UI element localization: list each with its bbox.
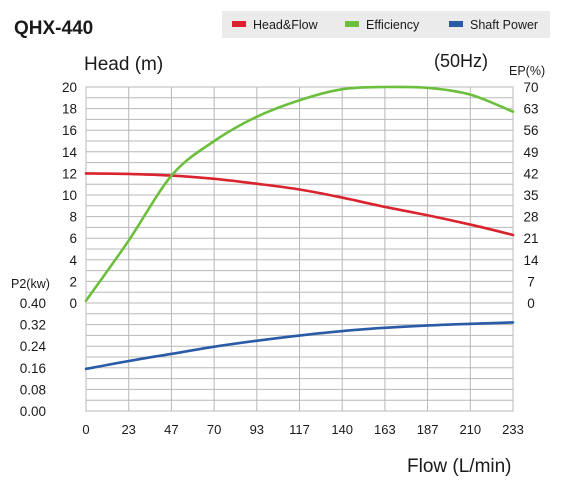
chart-title: QHX-440 (14, 18, 93, 39)
legend-swatch-power (449, 21, 463, 27)
efficiency-curve (84, 85, 515, 303)
x-tick-label: 163 (374, 422, 396, 437)
x-axis-title: Flow (L/min) (407, 456, 512, 477)
x-tick-label: 140 (331, 422, 353, 437)
efficiency-tick-label: 7 (527, 274, 535, 289)
power-axis-title: P2(kw) (11, 277, 50, 291)
efficiency-tick-label: 42 (523, 166, 538, 181)
head-tick-label: 12 (62, 166, 77, 181)
curves (84, 85, 515, 371)
legend: Head&Flow Efficiency Shaft Power (222, 11, 550, 38)
x-tick-label: 117 (289, 422, 310, 437)
x-tick-label: 233 (502, 422, 524, 437)
x-tick-labels: 0 23 47 70 93 117 140 163 187 210 233 (82, 422, 523, 437)
efficiency-tick-label: 35 (523, 188, 538, 203)
legend-background (222, 11, 550, 38)
head-flow-curve (84, 172, 515, 237)
head-tick-label: 20 (62, 80, 77, 95)
head-tick-label: 2 (69, 274, 77, 289)
efficiency-axis-title: EP(%) (509, 64, 545, 78)
head-axis-title: Head (m) (84, 54, 163, 75)
efficiency-tick-label: 70 (523, 80, 538, 95)
head-tick-label: 6 (69, 231, 77, 246)
head-tick-label: 16 (62, 123, 77, 138)
head-tick-label: 18 (62, 102, 77, 117)
frequency-label: (50Hz) (434, 51, 488, 71)
power-tick-label: 0.16 (20, 361, 46, 376)
head-tick-label: 4 (69, 253, 77, 268)
x-tick-label: 70 (207, 422, 221, 437)
head-tick-label: 10 (62, 188, 77, 203)
efficiency-tick-label: 14 (523, 253, 539, 268)
efficiency-tick-label: 49 (523, 145, 538, 160)
x-tick-label: 23 (121, 422, 135, 437)
x-tick-label: 210 (459, 422, 481, 437)
head-tick-label: 14 (62, 145, 78, 160)
head-tick-label: 0 (69, 296, 77, 311)
x-tick-label: 47 (164, 422, 178, 437)
legend-label-head: Head&Flow (253, 18, 319, 32)
head-tick-labels: 0 2 4 6 8 10 12 14 16 18 20 (62, 80, 78, 311)
legend-label-efficiency: Efficiency (366, 18, 420, 32)
legend-swatch-head (232, 21, 246, 27)
power-tick-label: 0.40 (20, 296, 46, 311)
x-tick-label: 187 (417, 422, 439, 437)
x-tick-label: 0 (82, 422, 89, 437)
efficiency-tick-label: 56 (523, 123, 538, 138)
efficiency-tick-label: 21 (523, 231, 538, 246)
power-tick-label: 0.24 (20, 339, 47, 354)
power-tick-label: 0.08 (20, 382, 46, 397)
power-tick-labels: 0.00 0.08 0.16 0.24 0.32 0.40 (20, 296, 47, 419)
efficiency-tick-label: 28 (523, 210, 538, 225)
power-tick-label: 0.00 (20, 404, 46, 419)
efficiency-tick-label: 63 (523, 102, 538, 117)
legend-label-power: Shaft Power (470, 18, 538, 32)
x-tick-label: 93 (250, 422, 264, 437)
legend-swatch-efficiency (345, 21, 359, 27)
head-tick-label: 8 (69, 210, 77, 225)
shaft-power-curve (84, 321, 515, 371)
power-tick-label: 0.32 (20, 318, 46, 333)
efficiency-tick-label: 0 (527, 296, 535, 311)
efficiency-tick-labels: 0 7 14 21 28 35 42 49 56 63 70 (523, 80, 539, 311)
grid (85, 86, 514, 412)
